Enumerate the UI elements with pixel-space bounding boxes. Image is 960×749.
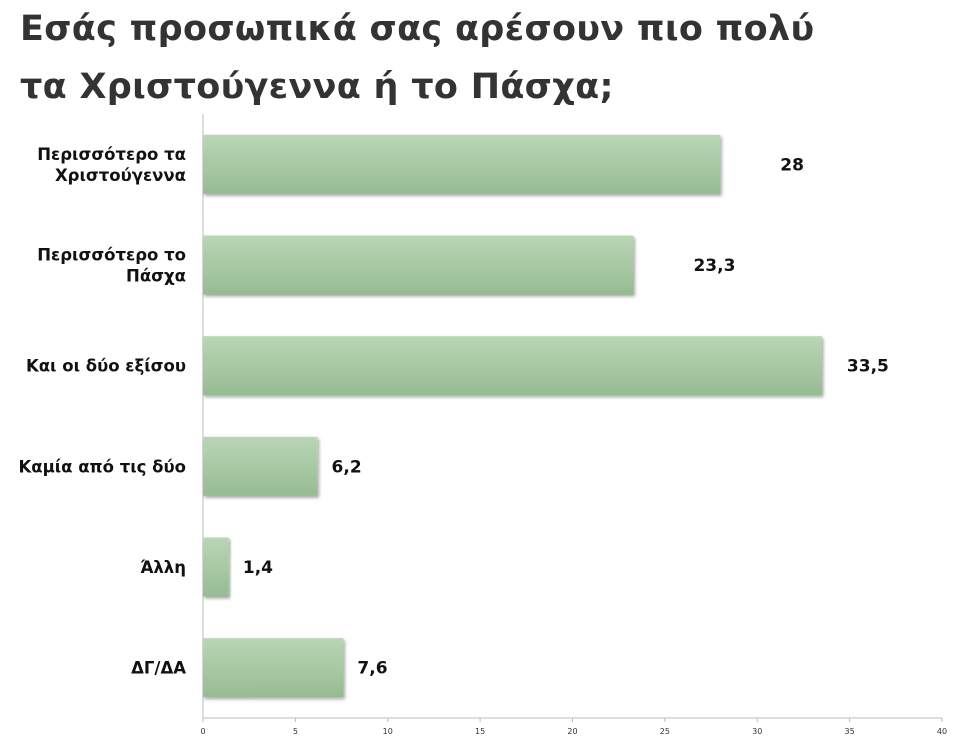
bar xyxy=(203,537,229,597)
bar xyxy=(203,436,318,496)
category-label: Περισσότερο τα xyxy=(37,145,186,164)
value-label: 6,2 xyxy=(332,457,362,477)
value-label: 23,3 xyxy=(693,256,735,276)
value-label: 7,6 xyxy=(357,659,387,679)
chart-labels: 28 Περισσότερο τα Χριστούγεννα 23,3 Περισσότ… xyxy=(18,145,888,679)
category-label: ΔΓ/ΔΑ xyxy=(131,659,186,678)
x-tick-label: 5 xyxy=(293,727,298,736)
bar xyxy=(203,336,822,396)
x-tick-label: 15 xyxy=(475,727,485,736)
chart-bars xyxy=(203,134,822,698)
value-label: 1,4 xyxy=(243,558,273,578)
category-label: Και οι δύο εξίσου xyxy=(26,357,186,376)
value-label: 33,5 xyxy=(847,357,889,377)
chart-axes: 0 5 10 15 20 25 30 35 40 xyxy=(200,114,947,736)
category-label: Χριστούγεννα xyxy=(55,166,186,185)
x-tick-label: 0 xyxy=(200,727,205,736)
x-tick-label: 20 xyxy=(567,727,577,736)
category-label: Άλλη xyxy=(140,558,186,577)
chart-title: Εσάς προσωπικά σας αρέσουν πιο πολύ τα Χ… xyxy=(20,0,940,116)
x-tick-label: 35 xyxy=(845,727,855,736)
category-label: Περισσότερο το xyxy=(37,246,186,265)
chart-title-line-2: τα Χριστούγεννα ή το Πάσχα; xyxy=(20,67,614,107)
bar xyxy=(203,134,721,194)
x-tick-label: 30 xyxy=(752,727,762,736)
value-label: 28 xyxy=(780,155,804,175)
x-tick-label: 10 xyxy=(383,727,393,736)
chart-title-line-1: Εσάς προσωπικά σας αρέσουν πιο πολύ xyxy=(20,9,815,49)
category-label: Καμία από τις δύο xyxy=(18,457,186,476)
x-tick-label: 25 xyxy=(660,727,670,736)
x-tick-label: 40 xyxy=(937,727,947,736)
bar xyxy=(203,638,344,698)
category-label: Πάσχα xyxy=(126,267,186,286)
bar xyxy=(203,235,634,295)
